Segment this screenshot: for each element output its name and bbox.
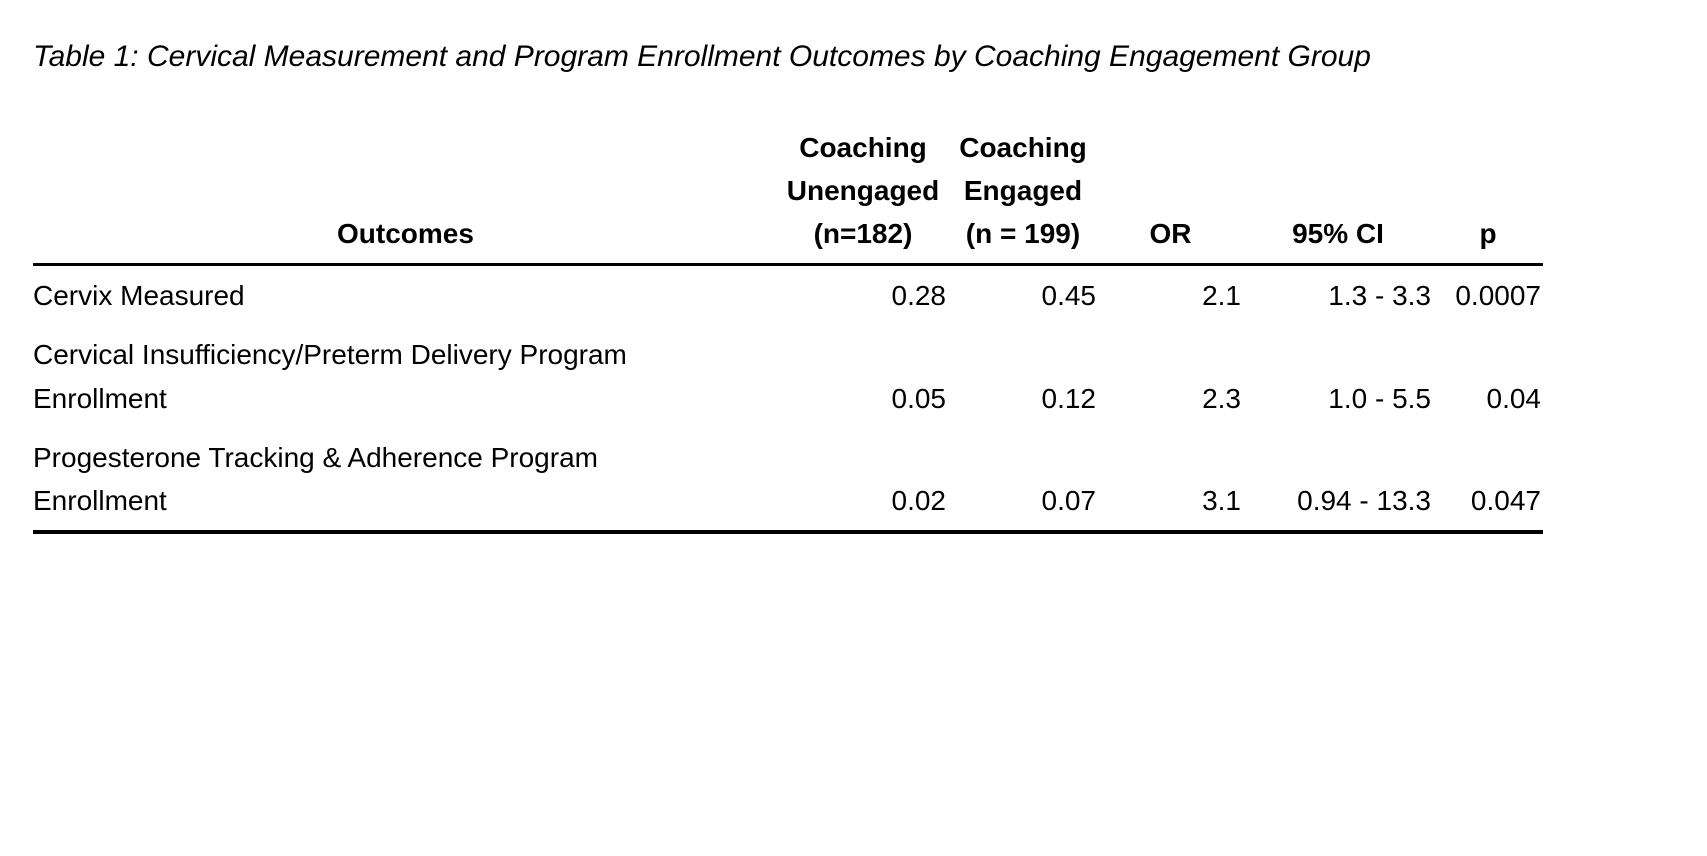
column-header-outcomes: Outcomes	[33, 126, 778, 267]
table-row: Cervical Insufficiency/Preterm Delivery …	[33, 325, 1543, 427]
p-value: 0.0007	[1455, 280, 1541, 312]
unengaged-value: 0.05	[891, 382, 947, 414]
table-row: Cervix Measured 0.28 0.45 2.1 1.3 - 3.3 …	[33, 265, 1543, 326]
column-header-coaching-engaged: Coaching Engaged (n = 199)	[948, 126, 1098, 267]
column-header-95ci: 95% CI	[1243, 126, 1433, 267]
or-value: 2.3	[1202, 382, 1241, 414]
p-value: 0.04	[1486, 382, 1542, 414]
ci-value: 0.94 - 13.3	[1243, 427, 1433, 534]
column-header-or: OR	[1098, 126, 1243, 267]
or-value: 2.1	[1202, 280, 1241, 312]
outcome-cell: Cervical Insufficiency/Preterm Delivery …	[33, 339, 627, 414]
engaged-value: 0.12	[1041, 382, 1097, 414]
engaged-value: 0.07	[948, 427, 1098, 534]
engaged-value: 0.45	[1041, 280, 1097, 312]
or-value: 3.1	[1098, 427, 1243, 534]
outcome-cell: Cervix Measured	[33, 280, 245, 312]
page: Table 1: Cervical Measurement and Progra…	[33, 40, 1543, 534]
table-row: Progesterone Tracking & Adherence Progra…	[33, 427, 1543, 534]
outcome-cell: Progesterone Tracking & Adherence Progra…	[33, 427, 778, 534]
unengaged-value: 0.02	[778, 427, 948, 534]
column-header-p: p	[1433, 126, 1543, 267]
outcomes-table: Outcomes Coaching Unengaged (n=182) Coac…	[33, 126, 1543, 534]
header-row: Outcomes Coaching Unengaged (n=182) Coac…	[33, 126, 1543, 267]
p-value: 0.047	[1433, 427, 1543, 534]
table-caption: Table 1: Cervical Measurement and Progra…	[33, 40, 1371, 73]
ci-value: 1.3 - 3.3	[1328, 280, 1431, 312]
ci-value: 1.0 - 5.5	[1328, 382, 1431, 414]
column-header-coaching-unengaged: Coaching Unengaged (n=182)	[778, 126, 948, 267]
unengaged-value: 0.28	[891, 280, 947, 312]
